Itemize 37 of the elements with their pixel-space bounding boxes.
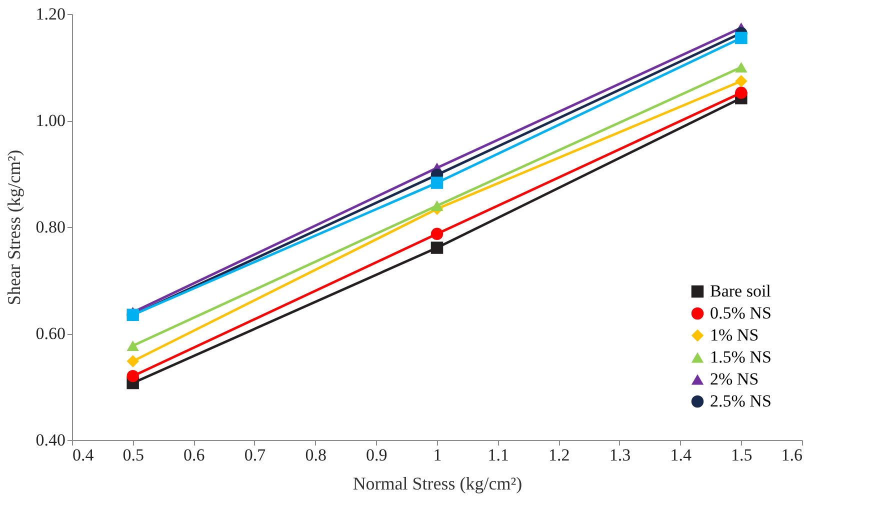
- x-tick-label: 0.7: [244, 446, 266, 464]
- x-tick-label: 0.9: [366, 446, 388, 464]
- y-tick-label: 1.00: [36, 111, 66, 130]
- x-tick-label: 1.5: [731, 446, 752, 464]
- y-tick-label: 0.60: [36, 324, 66, 343]
- point: [126, 355, 139, 368]
- legend-label: 1% NS: [710, 326, 759, 344]
- legend-label: Bare soil: [710, 282, 772, 300]
- x-tick-label: 1.4: [670, 446, 692, 464]
- point: [735, 62, 748, 73]
- point: [430, 242, 444, 254]
- legend-label: 0.5% NS: [710, 304, 772, 322]
- x-tick-label: 1.3: [609, 446, 631, 464]
- y-tick-label: 0.40: [36, 430, 66, 450]
- point: [430, 228, 444, 240]
- y-tick-label: 1.20: [36, 4, 66, 24]
- point: [735, 32, 748, 44]
- point: [430, 200, 444, 212]
- point: [735, 86, 748, 99]
- x-tick-label: 1: [433, 446, 442, 464]
- point: [126, 340, 139, 352]
- x-axis-title: Normal Stress (kg/cm²): [352, 474, 522, 494]
- point: [735, 74, 748, 88]
- x-tick-label: 1.6: [781, 446, 802, 464]
- point: [126, 370, 139, 382]
- point: [430, 176, 444, 189]
- x-tick-label: 0.6: [184, 446, 205, 464]
- x-tick-label: 1.2: [548, 446, 570, 464]
- legend-label: 2.5% NS: [710, 392, 772, 410]
- y-tick-label: 0.80: [36, 218, 66, 236]
- y-axis-title: Shear Stress (kg/cm²): [4, 150, 24, 306]
- x-tick-label: 0.8: [305, 446, 326, 464]
- x-tick-label: 0.5: [122, 446, 144, 464]
- legend-label: 1.5% NS: [710, 348, 772, 366]
- legend-label: 2% NS: [710, 370, 759, 388]
- x-tick-label: 1.1: [488, 446, 509, 464]
- x-tick-label: 0.4: [72, 446, 94, 464]
